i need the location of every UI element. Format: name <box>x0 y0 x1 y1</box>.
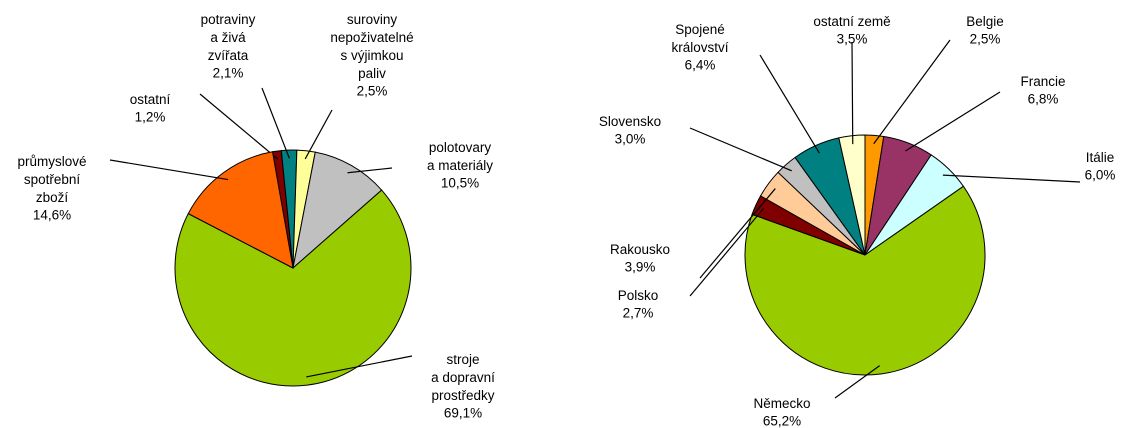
leader-line <box>689 208 765 297</box>
leader-line <box>199 93 279 160</box>
leader-line <box>942 174 1081 183</box>
value-label: 65,2% <box>763 414 801 428</box>
slice-label: potraviny a živá zvířata <box>201 12 256 63</box>
value-label: 10,5% <box>441 176 479 191</box>
slice-label: ostatní <box>130 92 171 107</box>
leader-line <box>851 41 854 145</box>
slice-label: Francie <box>1020 74 1065 89</box>
slice-label: suroviny nepoživatelné s výjimkou paliv <box>330 12 413 81</box>
leader-line <box>689 127 792 172</box>
value-label: 2,7% <box>623 306 654 321</box>
slice-label: ostatní země <box>813 14 890 29</box>
value-label: 3,0% <box>615 132 646 147</box>
value-label: 6,8% <box>1028 92 1059 107</box>
leader-line <box>306 355 413 378</box>
slice-label: stroje a dopravní prostředky <box>431 352 495 403</box>
pie-slice <box>838 134 866 256</box>
value-label: 6,0% <box>1085 168 1116 183</box>
leader-line <box>347 167 393 174</box>
value-label: 2,5% <box>970 32 1001 47</box>
slice-label: Německo <box>753 396 810 411</box>
value-label: 2,5% <box>357 84 388 99</box>
value-label: 69,1% <box>444 406 482 421</box>
pie-slice <box>187 151 294 269</box>
slice-label: Rakousko <box>610 242 670 257</box>
slice-label: Slovensko <box>599 114 661 129</box>
leader-line <box>905 91 1001 152</box>
value-label: 3,9% <box>625 260 656 275</box>
value-label: 3,5% <box>837 32 868 47</box>
leader-line <box>304 109 333 160</box>
pie-slice <box>174 189 412 387</box>
slice-label: Belgie <box>966 14 1004 29</box>
leader-line <box>261 87 290 159</box>
slice-label: polotovary a materiály <box>427 140 493 173</box>
leader-line <box>873 39 951 145</box>
slice-label: Polsko <box>618 288 659 303</box>
leader-line <box>109 159 229 181</box>
pie-slice <box>292 151 383 270</box>
slice-label: Spojené království <box>671 22 728 55</box>
slice-label: průmyslové spotřební zboží <box>17 154 86 205</box>
slice-label: Itálie <box>1086 150 1115 165</box>
leader-line <box>834 365 881 399</box>
value-label: 14,6% <box>33 208 71 223</box>
value-label: 2,1% <box>213 66 244 81</box>
leader-line <box>759 54 820 154</box>
value-label: 1,2% <box>135 110 166 125</box>
leader-line <box>699 188 776 279</box>
value-label: 6,4% <box>685 58 716 73</box>
